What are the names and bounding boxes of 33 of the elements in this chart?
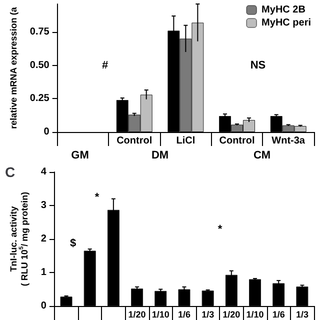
text: CM — [253, 150, 271, 162]
annotation: * — [94, 192, 100, 204]
legend-label: MyHC peri — [262, 18, 312, 28]
y-tick-label: 0 — [44, 126, 50, 138]
annotation: NS — [250, 60, 266, 72]
x-tick-label: LiCl — [176, 136, 196, 146]
y-tick-label: 3 — [40, 200, 47, 211]
y-tick-label: 1 — [40, 267, 47, 278]
annotation: # — [102, 60, 108, 72]
x-tick-label: Control — [116, 136, 152, 146]
x-tick-label: 1/10 — [152, 310, 170, 320]
text: GM — [71, 150, 89, 162]
x-tick-label: 1/6 — [272, 310, 285, 320]
x-tick-label: 1/20 — [222, 310, 240, 320]
y-axis-title: relative mRNA expression (a — [8, 6, 18, 129]
y-tick-label: 0 — [40, 300, 47, 312]
y-tick-label: 0.75 — [30, 26, 50, 38]
text: DM — [151, 150, 169, 162]
legend-label: MyHC 2B — [262, 4, 306, 16]
annotation: * — [218, 224, 223, 236]
x-tick-label: 1/3 — [296, 310, 308, 320]
x-tick-label: 1/10 — [246, 310, 264, 320]
y-tick-label: 4 — [40, 166, 47, 178]
annotation: $ — [70, 238, 76, 250]
x-tick-label: 1/3 — [202, 310, 214, 320]
chart-title: C — [5, 164, 16, 180]
y-tick-label: 2 — [40, 234, 47, 244]
x-tick-label: Control — [219, 136, 256, 146]
x-tick-label: 1/20 — [128, 310, 146, 320]
y-tick-label: 0.25 — [30, 93, 50, 104]
x-tick-label: Wnt-3a — [272, 136, 306, 146]
x-tick-label: 1/6 — [178, 310, 190, 320]
y-tick-label: 0.50 — [30, 60, 50, 71]
